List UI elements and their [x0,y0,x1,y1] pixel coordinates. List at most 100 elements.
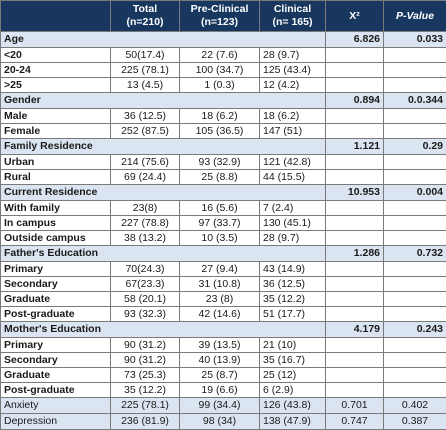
cell-total: 90 (31.2) [111,353,180,368]
cell-p-value-empty [384,78,446,93]
cell-preclinical: 27 (9.4) [180,262,260,277]
header-total-label: Total (n=210) [126,3,163,28]
header-p-value: P-Value [384,1,446,32]
cell-chi-square-empty [326,48,384,63]
cell-p-value-empty [384,216,446,231]
cell-clinical: 121 (42.8) [260,155,326,170]
cell-preclinical: 18 (6.2) [180,109,260,124]
cell-clinical: 36 (12.5) [260,277,326,292]
cell-p-value-empty [384,48,446,63]
cell-p-value-empty [384,155,446,170]
row-label: Outside campus [1,231,111,246]
cell-clinical: 147 (51) [260,124,326,139]
cell-clinical: 35 (12.2) [260,292,326,307]
outcome-label: Anxiety [1,398,111,414]
cell-preclinical: 22 (7.6) [180,48,260,63]
cell-p-value-empty [384,307,446,322]
cell-chi-square-empty [326,368,384,383]
cell-total: 93 (32.3) [111,307,180,322]
cell-preclinical: 40 (13.9) [180,353,260,368]
section-title: Gender [1,93,326,109]
cell-chi-square-empty [326,155,384,170]
cell-chi-square-empty [326,109,384,124]
section-title: Father's Education [1,246,326,262]
cell-total: 50(17.4) [111,48,180,63]
cell-total: 214 (75.6) [111,155,180,170]
cell-chi-square: 0.747 [326,414,384,430]
cell-clinical: 35 (16.7) [260,353,326,368]
cell-total: 67(23.3) [111,277,180,292]
cell-chi-square-empty [326,383,384,398]
cell-total: 225 (78.1) [111,63,180,78]
cell-total: 23(8) [111,201,180,216]
cell-p-value-empty [384,201,446,216]
section-title: Family Residence [1,139,326,155]
header-blank [1,1,111,32]
row-label: 20-24 [1,63,111,78]
cell-p-value-empty [384,63,446,78]
section-chi-square: 4.179 [326,322,384,338]
row-label: In campus [1,216,111,231]
cell-clinical: 125 (43.4) [260,63,326,78]
section-title: Age [1,32,326,48]
header-clinical-label: Clinical (n= 165) [273,3,313,28]
row-label: <20 [1,48,111,63]
cell-clinical: 51 (17.7) [260,307,326,322]
cell-p-value-empty [384,353,446,368]
row-label: Post-graduate [1,383,111,398]
row-label: Primary [1,338,111,353]
cell-clinical: 25 (12) [260,368,326,383]
cell-p-value-empty [384,292,446,307]
row-label: Male [1,109,111,124]
cell-p-value-empty [384,262,446,277]
cell-p-value-empty [384,170,446,185]
cell-clinical: 126 (43.8) [260,398,326,414]
cell-chi-square-empty [326,338,384,353]
row-label: Post-graduate [1,307,111,322]
header-chi-square: X² [326,1,384,32]
cell-total: 225 (78.1) [111,398,180,414]
row-label: Female [1,124,111,139]
cell-clinical: 12 (4.2) [260,78,326,93]
cell-chi-square-empty [326,353,384,368]
table-header: Total (n=210) Pre-Clinical (n=123) Clini… [1,1,446,32]
header-preclinical-label: Pre-Clinical (n=123) [191,3,249,28]
cell-p-value-empty [384,124,446,139]
cell-total: 227 (78.8) [111,216,180,231]
cell-preclinical: 42 (14.6) [180,307,260,322]
cell-p-value-empty [384,368,446,383]
cell-clinical: 18 (6.2) [260,109,326,124]
cell-p-value-empty [384,109,446,124]
cell-chi-square-empty [326,231,384,246]
outcome-label: Depression [1,414,111,430]
row-label: Secondary [1,277,111,292]
cell-preclinical: 93 (32.9) [180,155,260,170]
cell-chi-square-empty [326,277,384,292]
cell-clinical: 43 (14.9) [260,262,326,277]
row-label: Secondary [1,353,111,368]
row-label: With family [1,201,111,216]
cell-preclinical: 25 (8.7) [180,368,260,383]
cell-clinical: 28 (9.7) [260,48,326,63]
cell-chi-square-empty [326,216,384,231]
cell-total: 236 (81.9) [111,414,180,430]
cell-clinical: 44 (15.5) [260,170,326,185]
row-label: >25 [1,78,111,93]
cell-chi-square-empty [326,63,384,78]
cell-preclinical: 97 (33.7) [180,216,260,231]
cell-preclinical: 19 (6.6) [180,383,260,398]
cell-clinical: 7 (2.4) [260,201,326,216]
cell-preclinical: 1 (0.3) [180,78,260,93]
cell-clinical: 21 (10) [260,338,326,353]
